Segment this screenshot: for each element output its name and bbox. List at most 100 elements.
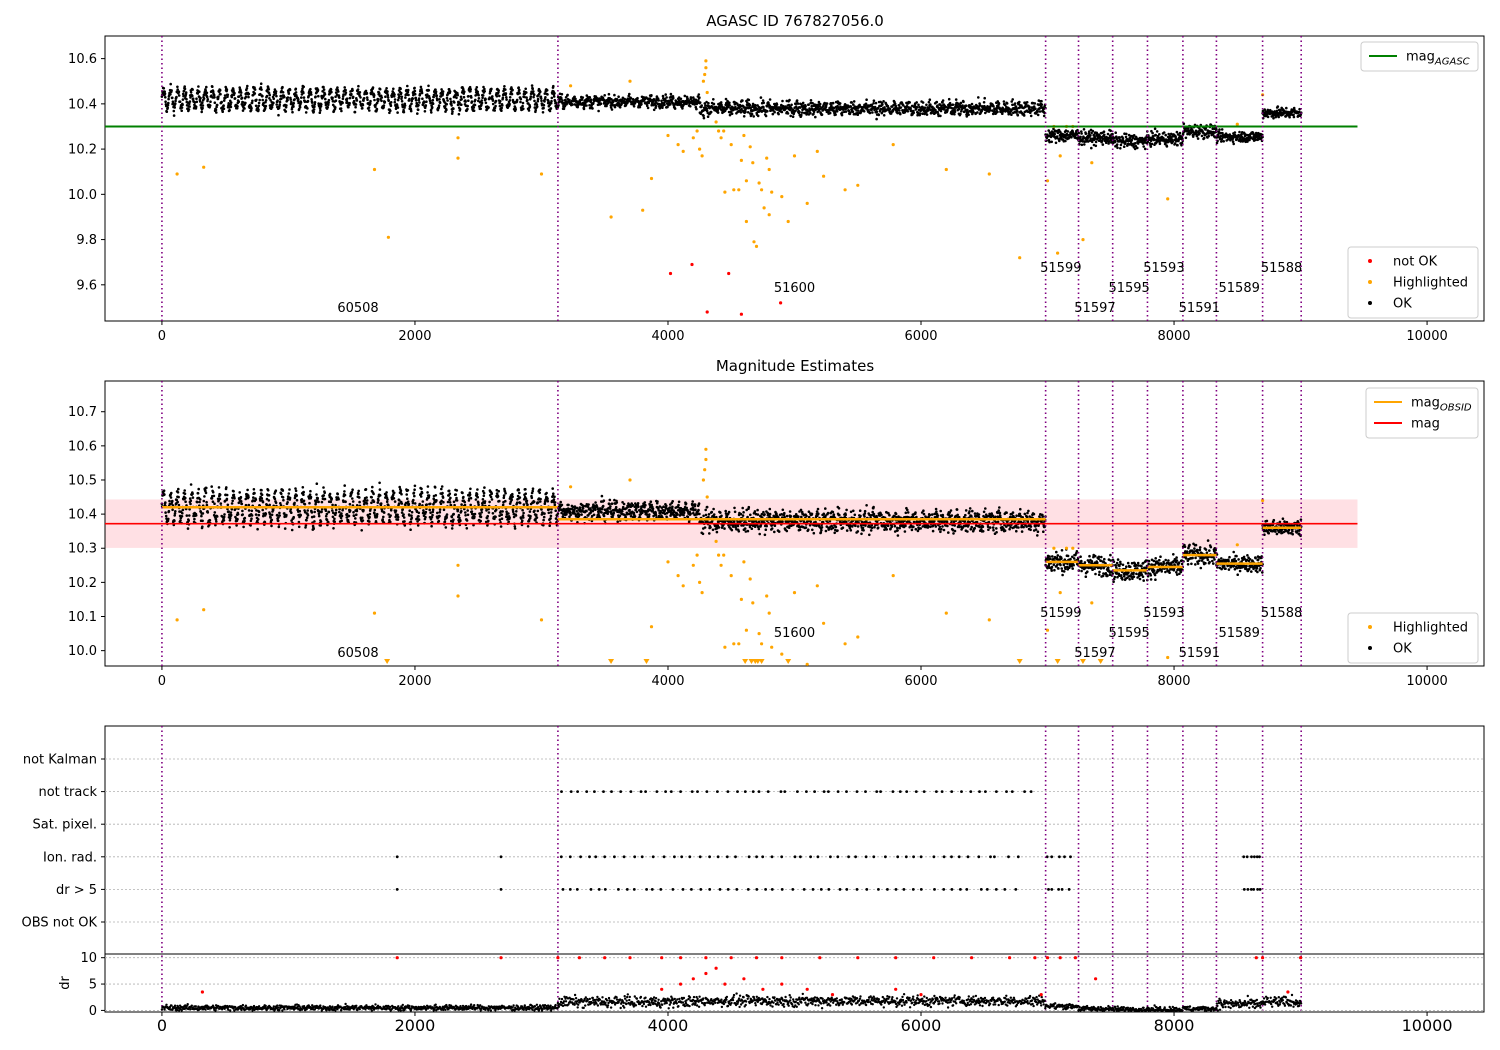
ok-point <box>222 519 226 522</box>
ok-point <box>542 103 546 107</box>
ok-point <box>450 527 454 530</box>
ok-point <box>1292 113 1295 117</box>
ok-point <box>305 519 308 522</box>
ok-point <box>164 96 167 99</box>
ok-point <box>238 491 241 494</box>
ok-point <box>327 103 330 107</box>
ok-point <box>464 511 467 514</box>
ok-point <box>278 103 282 106</box>
ok-point <box>225 486 228 489</box>
ok-point <box>386 96 390 99</box>
ok-point <box>759 96 763 99</box>
ok-point <box>909 109 913 112</box>
ok-point <box>1176 143 1179 147</box>
ok-point <box>449 97 452 101</box>
ok-point <box>840 113 844 117</box>
ok-point <box>474 98 477 102</box>
ok-point <box>396 515 400 519</box>
ok-point <box>354 103 358 106</box>
axes-frame <box>104 35 1485 322</box>
ok-point <box>1200 134 1204 138</box>
ok-point <box>416 524 420 527</box>
ok-point <box>167 97 170 101</box>
ok-point <box>1151 131 1154 135</box>
ok-point <box>250 106 253 110</box>
ok-point <box>343 86 347 89</box>
ok-point <box>508 96 512 99</box>
ok-point <box>178 100 182 103</box>
ok-point <box>370 501 373 505</box>
ok-point <box>322 85 325 89</box>
ok-point <box>433 486 437 489</box>
ok-point <box>549 107 553 110</box>
ok-point <box>941 101 944 104</box>
ok-point <box>752 115 755 118</box>
ok-point <box>881 103 884 106</box>
ok-point <box>679 103 683 106</box>
ok-point <box>163 90 166 93</box>
ok-point <box>426 491 429 494</box>
ok-point <box>336 86 339 89</box>
ok-point <box>553 92 556 95</box>
ok-point <box>470 96 473 99</box>
ok-point <box>427 89 431 92</box>
ok-point <box>306 509 310 512</box>
ok-point <box>330 90 333 94</box>
ok-point <box>563 105 567 108</box>
ok-point <box>396 518 400 521</box>
ok-point <box>198 498 202 501</box>
ok-point <box>319 524 323 527</box>
ok-point <box>875 110 879 113</box>
ok-point <box>413 494 416 498</box>
highlighted-point <box>539 172 544 176</box>
ok-point <box>334 511 338 515</box>
ok-point <box>646 106 650 110</box>
ok-point <box>1149 145 1153 148</box>
ok-point <box>461 491 464 495</box>
ok-point <box>429 502 432 506</box>
ok-point <box>365 91 369 95</box>
ok-point <box>533 99 536 103</box>
ok-point <box>789 114 792 118</box>
ok-point <box>574 97 577 101</box>
highlighted-point <box>737 188 741 192</box>
ok-point <box>588 104 591 107</box>
ok-point <box>419 495 423 498</box>
ok-point <box>189 502 192 506</box>
ok-point <box>960 110 963 113</box>
ok-point <box>259 82 263 85</box>
ok-point <box>421 97 424 100</box>
ok-point <box>281 496 285 499</box>
ok-point <box>252 488 256 491</box>
ok-point <box>201 104 205 107</box>
ok-point <box>254 498 258 501</box>
ok-point <box>1238 130 1241 134</box>
ok-point <box>230 502 234 505</box>
ok-point <box>272 101 275 105</box>
ok-point <box>1050 140 1053 144</box>
ok-point <box>1232 142 1235 146</box>
ok-point <box>290 528 294 532</box>
ok-point <box>273 497 277 501</box>
ok-point <box>978 107 981 110</box>
ok-point <box>358 91 362 94</box>
ok-point <box>379 502 383 505</box>
highlighted-point <box>762 206 766 210</box>
ok-point <box>828 111 832 115</box>
ok-point <box>274 489 278 493</box>
obsid-label: 51589 <box>1219 281 1260 296</box>
ok-point <box>232 89 235 93</box>
highlighted-point <box>744 179 749 183</box>
ok-point <box>479 513 482 516</box>
ok-point <box>1091 129 1095 133</box>
ok-point <box>698 96 701 99</box>
ok-point <box>686 97 689 100</box>
ok-point <box>452 518 455 521</box>
ok-point <box>198 90 201 93</box>
ok-point <box>368 102 372 105</box>
ok-point <box>358 496 361 499</box>
ok-point <box>431 510 435 514</box>
ok-point <box>1115 143 1119 146</box>
ok-point <box>171 508 174 512</box>
ok-point <box>921 112 924 115</box>
